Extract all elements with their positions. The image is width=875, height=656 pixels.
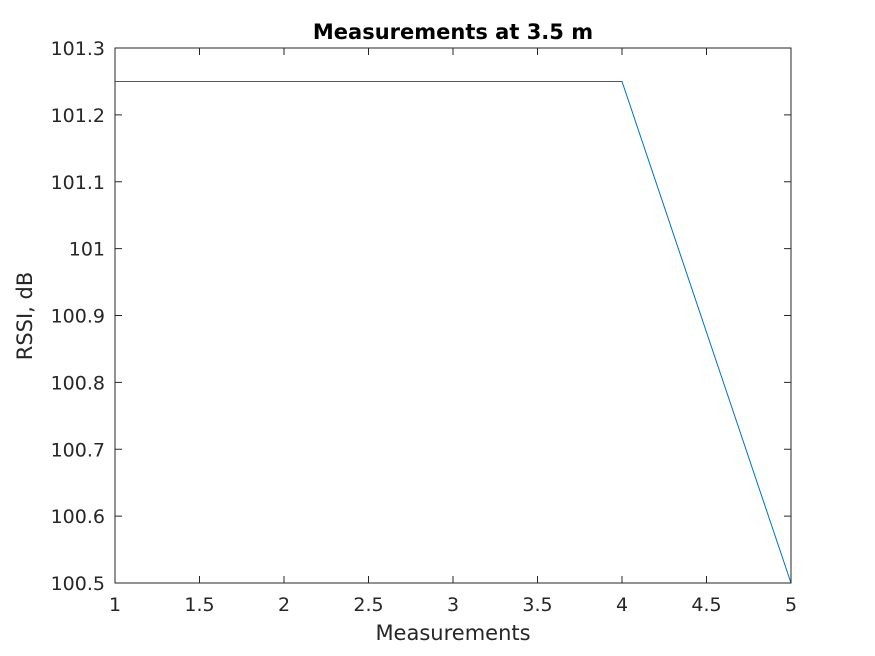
y-tick-labels: 100.5 100.6 100.7 100.8 100.9 101 101.1 101.2 10… bbox=[51, 38, 105, 595]
y-tick-label: 100.9 bbox=[51, 306, 105, 328]
x-tick-label: 2 bbox=[278, 594, 290, 616]
x-axis-title: Measurements bbox=[375, 621, 530, 645]
y-tick-label: 101.1 bbox=[51, 172, 105, 194]
x-tick-label: 2.5 bbox=[353, 594, 383, 616]
x-tick-label: 4 bbox=[616, 594, 628, 616]
y-tick-label: 101.2 bbox=[51, 105, 105, 127]
x-tick-label: 4.5 bbox=[691, 594, 721, 616]
y-tick-label: 101.3 bbox=[51, 38, 105, 60]
y-tick-label: 100.5 bbox=[51, 573, 105, 595]
series-line bbox=[115, 80, 792, 584]
y-tick-label: 101 bbox=[69, 239, 105, 261]
plot-area bbox=[115, 48, 791, 583]
chart-title: Measurements at 3.5 m bbox=[313, 20, 593, 44]
x-tick-label: 1.5 bbox=[184, 594, 214, 616]
axes-box bbox=[114, 47, 792, 584]
x-tick-label: 1 bbox=[109, 594, 121, 616]
x-tick-labels: 1 1.5 2 2.5 3 3.5 4 4.5 5 bbox=[109, 594, 797, 616]
y-axis-title: RSSI, dB bbox=[13, 272, 37, 361]
x-tick-label: 3.5 bbox=[522, 594, 552, 616]
y-tick-label: 100.6 bbox=[51, 506, 105, 528]
x-tick-label: 3 bbox=[447, 594, 459, 616]
series-layer bbox=[115, 80, 792, 584]
y-tick-label: 100.7 bbox=[51, 439, 105, 461]
y-tick-label: 100.8 bbox=[51, 372, 105, 394]
x-tick-label: 5 bbox=[785, 594, 797, 616]
